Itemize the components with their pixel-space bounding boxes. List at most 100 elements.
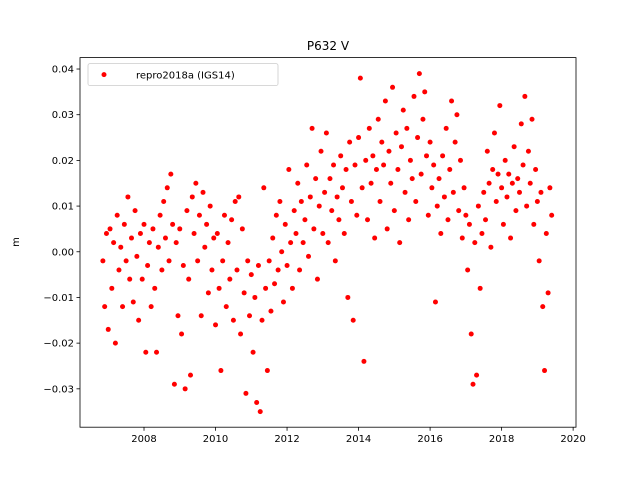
- data-point: [225, 240, 231, 246]
- data-point: [195, 258, 201, 264]
- plot-frame: [79, 57, 577, 428]
- data-point: [488, 244, 494, 250]
- data-point: [118, 244, 124, 250]
- data-point: [179, 331, 185, 337]
- data-point: [391, 208, 397, 214]
- data-point: [236, 194, 242, 200]
- data-point: [518, 121, 524, 127]
- data-point: [400, 107, 406, 113]
- data-point: [347, 139, 353, 145]
- data-point: [508, 235, 514, 241]
- data-point: [241, 290, 247, 296]
- data-point: [300, 240, 306, 246]
- data-point: [109, 285, 115, 291]
- data-point: [254, 400, 260, 406]
- data-point: [427, 139, 433, 145]
- data-point: [390, 84, 396, 90]
- data-point: [348, 199, 354, 205]
- data-point: [373, 167, 379, 173]
- data-point: [522, 93, 528, 99]
- data-point: [221, 212, 227, 218]
- data-point: [540, 304, 546, 310]
- data-point: [204, 221, 210, 227]
- data-point: [234, 267, 240, 273]
- legend-marker: [101, 72, 107, 78]
- data-point: [500, 221, 506, 227]
- data-point: [220, 258, 226, 264]
- data-point: [484, 148, 490, 154]
- data-point: [422, 89, 428, 95]
- data-point: [257, 409, 263, 415]
- data-point: [264, 368, 270, 374]
- y-tick-label: 0.01: [52, 202, 74, 213]
- data-point: [297, 267, 303, 273]
- data-point: [534, 199, 540, 205]
- data-point: [162, 235, 168, 241]
- data-point: [186, 276, 192, 282]
- data-point: [533, 167, 539, 173]
- data-point: [272, 281, 278, 287]
- data-point: [452, 139, 458, 145]
- data-point: [120, 304, 126, 310]
- data-point: [211, 235, 217, 241]
- data-point: [359, 185, 365, 191]
- data-point: [128, 235, 134, 241]
- data-point: [100, 258, 106, 264]
- data-point: [145, 262, 151, 268]
- data-point: [232, 199, 238, 205]
- data-point: [520, 162, 526, 168]
- y-tick-label: −0.02: [43, 339, 74, 350]
- data-point: [343, 167, 349, 173]
- data-point: [318, 148, 324, 154]
- y-tick-label: 0.04: [52, 65, 74, 76]
- data-point: [456, 208, 462, 214]
- data-point: [304, 162, 310, 168]
- data-point: [338, 153, 344, 159]
- data-point: [245, 258, 251, 264]
- data-point: [393, 130, 399, 136]
- data-point: [284, 262, 290, 268]
- data-point: [477, 285, 483, 291]
- data-point: [263, 285, 269, 291]
- data-point: [141, 221, 147, 227]
- x-tick-label: 2008: [131, 434, 156, 445]
- data-point: [291, 208, 297, 214]
- data-point: [509, 180, 515, 186]
- data-point: [298, 199, 304, 205]
- data-point: [247, 313, 253, 319]
- data-point: [311, 226, 317, 232]
- data-point: [372, 235, 378, 241]
- data-point: [357, 75, 363, 81]
- y-tick-label: 0.00: [52, 247, 74, 258]
- data-point: [474, 372, 480, 378]
- data-point: [445, 217, 451, 223]
- data-point: [395, 167, 401, 173]
- data-point: [491, 130, 497, 136]
- data-point: [406, 217, 412, 223]
- data-point: [273, 212, 279, 218]
- data-point: [506, 171, 512, 177]
- data-point: [112, 340, 118, 346]
- data-point: [111, 240, 117, 246]
- data-point: [538, 189, 544, 195]
- data-point: [164, 185, 170, 191]
- data-point: [266, 258, 272, 264]
- data-point: [150, 226, 156, 232]
- legend-label: repro2018a (IGS14): [136, 71, 235, 82]
- data-point: [524, 203, 530, 209]
- data-point: [329, 208, 335, 214]
- data-point: [168, 171, 174, 177]
- data-point: [161, 199, 167, 205]
- data-point: [424, 153, 430, 159]
- data-point: [515, 176, 521, 182]
- data-point: [286, 167, 292, 173]
- data-point: [193, 180, 199, 186]
- data-point: [490, 167, 496, 173]
- y-tick-label: −0.01: [43, 293, 74, 304]
- data-point: [459, 235, 465, 241]
- data-point: [279, 249, 285, 255]
- data-point: [191, 230, 197, 236]
- data-point: [350, 317, 356, 323]
- data-point: [209, 267, 215, 273]
- data-point: [216, 285, 222, 291]
